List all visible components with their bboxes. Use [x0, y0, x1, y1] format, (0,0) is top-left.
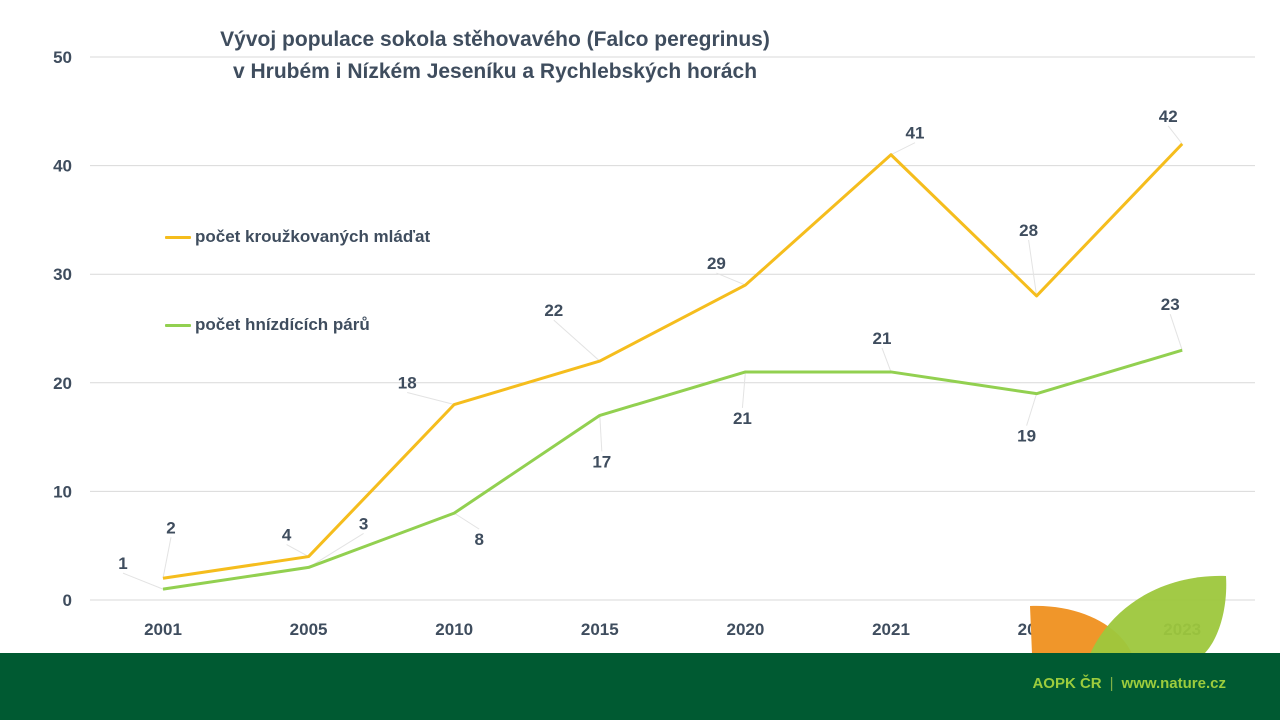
series-line-1: [162, 348, 1183, 591]
data-label-0-2020: 29: [707, 254, 726, 273]
data-label-0-2021: 41: [906, 124, 925, 143]
y-tick-label-40: 40: [53, 157, 72, 176]
data-label-1-2005: 3: [359, 514, 368, 533]
leader-1-2: [453, 512, 480, 530]
footer-separator: |: [1109, 675, 1114, 692]
y-tick-label-30: 30: [53, 265, 72, 284]
leader-0-2: [407, 392, 455, 406]
y-tick-label-10: 10: [53, 482, 72, 501]
leader-1-3: [599, 415, 603, 452]
legend-label-nesting-pairs: počet hnízdících párů: [195, 315, 370, 334]
aopk-leaf-logo: [1030, 575, 1227, 654]
green-leaf-shape: [1090, 575, 1227, 654]
y-tick-label-0: 0: [63, 591, 72, 610]
footer-link[interactable]: www.nature.cz: [1121, 675, 1226, 692]
legend-label-ringed-chicks: počet kroužkovaných mláďat: [195, 227, 431, 246]
footer-org: AOPK ČR: [1032, 675, 1102, 692]
data-label-1-2022: 19: [1017, 427, 1036, 446]
leader-0-1: [286, 544, 309, 557]
x-tick-label-2020: 2020: [726, 620, 764, 639]
x-tick-label-2010: 2010: [435, 620, 473, 639]
leader-0-3: [553, 319, 601, 362]
data-label-0-2022: 28: [1019, 221, 1038, 240]
chart-subtitle: v Hrubém i Nízkém Jeseníku a Rychlebskýc…: [232, 60, 758, 83]
legend-entry-nesting-pairs: počet hnízdících párů: [165, 314, 370, 336]
data-labels: 2 4 18 22 29 41 28 42 1 3 8 17 21 21 19 23: [118, 107, 1179, 573]
chart-title: Vývoj populace sokola stěhovavého (Falco…: [220, 28, 770, 51]
legend-entry-ringed-chicks: počet kroužkovaných mláďat: [165, 226, 430, 248]
footer-text: AOPK ČR | www.nature.cz: [1032, 675, 1226, 692]
leader-1-4: [741, 371, 746, 408]
data-label-0-2005: 4: [282, 526, 292, 545]
data-label-leaders: [122, 125, 1183, 590]
series-line-0: [162, 142, 1184, 580]
series-lines: [162, 142, 1184, 591]
leader-0-6: [1028, 239, 1038, 296]
leader-0-7: [1167, 125, 1183, 145]
leader-0-4: [716, 272, 746, 286]
data-label-0-2001: 2: [166, 518, 175, 537]
x-tick-label-2021: 2021: [872, 620, 910, 639]
data-label-1-2015: 17: [592, 452, 611, 471]
data-label-0-2023: 42: [1159, 107, 1178, 126]
data-label-1-2023: 23: [1161, 295, 1180, 314]
leader-1-6: [1026, 393, 1038, 426]
x-tick-label-2015: 2015: [581, 620, 619, 639]
leader-1-7: [1169, 314, 1183, 351]
gridlines: [90, 56, 1255, 601]
leader-1-0: [122, 572, 164, 590]
leader-1-1: [308, 532, 364, 568]
x-tick-label-2005: 2005: [290, 620, 328, 639]
data-label-1-2001: 1: [118, 554, 127, 573]
y-tick-label-50: 50: [53, 48, 72, 67]
y-axis-ticks: 0 10 20 30 40 50: [53, 48, 72, 610]
x-tick-label-2001: 2001: [144, 620, 182, 639]
data-label-0-2015: 22: [544, 301, 563, 320]
legend-swatch-ringed-chicks: [165, 235, 191, 239]
leader-0-5: [890, 142, 916, 156]
leader-1-5: [881, 347, 892, 373]
y-tick-label-20: 20: [53, 374, 72, 393]
leader-0-0: [162, 537, 172, 579]
data-label-0-2010: 18: [398, 374, 417, 393]
data-label-1-2010: 8: [474, 530, 483, 549]
data-label-1-2020: 21: [733, 409, 752, 428]
legend-swatch-nesting-pairs: [165, 323, 191, 327]
footer-bar: AOPK ČR | www.nature.cz: [0, 653, 1280, 720]
data-label-1-2021: 21: [873, 329, 892, 348]
